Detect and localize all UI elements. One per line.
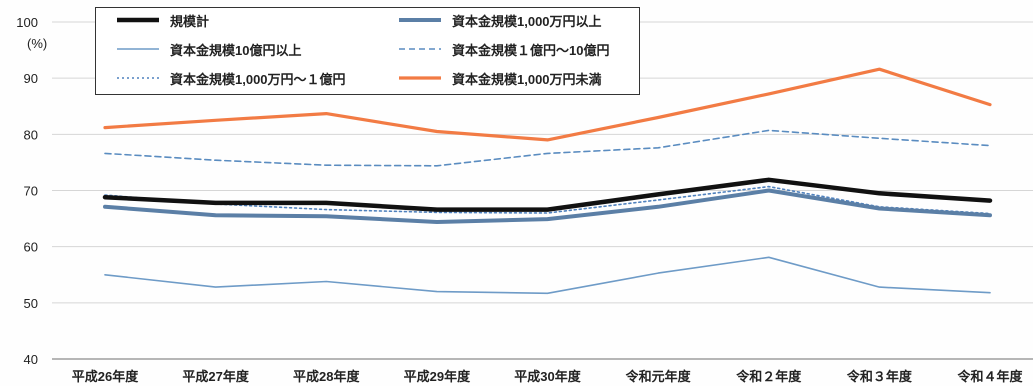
x-tick-label: 令和４年度 bbox=[957, 369, 1023, 384]
y-axis-unit-label: (%) bbox=[27, 36, 48, 51]
legend-label: 資本金規模1,000万円未満 bbox=[452, 71, 602, 87]
legend-label: 資本金規模10億円以上 bbox=[170, 42, 302, 58]
legend-item-capital-under-10m: 資本金規模1,000万円未満 bbox=[398, 68, 602, 88]
x-tick-label: 平成30年度 bbox=[514, 369, 581, 384]
series-line-capital-under-10m bbox=[103, 67, 992, 142]
series-line-total bbox=[102, 177, 993, 212]
x-axis-tick-labels: 平成26年度 平成27年度 平成28年度 平成29年度 平成30年度 令和元年度 令和２年度… bbox=[72, 369, 1024, 384]
y-tick-label: 50 bbox=[24, 296, 38, 311]
legend-swatch-capital-100m-1b bbox=[399, 48, 441, 50]
legend-item-total: 規模計 bbox=[116, 10, 209, 30]
series-line-capital-10m-plus bbox=[103, 188, 992, 224]
legend-label: 資本金規模1,000万円～１億円 bbox=[170, 71, 346, 87]
y-tick-label: 60 bbox=[24, 240, 38, 255]
legend: 規模計 資本金規模1,000万円以上 資本金規模10億円以上 資本金規模１億円～… bbox=[95, 7, 640, 95]
y-axis-tick-labels: 40 50 60 70 80 90 100 bbox=[16, 15, 38, 367]
legend-swatch-total bbox=[117, 17, 159, 23]
legend-swatch-capital-1b-plus bbox=[117, 48, 159, 50]
legend-swatch-capital-10m-plus bbox=[399, 18, 441, 22]
legend-label: 資本金規模１億円～10億円 bbox=[452, 42, 610, 58]
x-tick-label: 令和３年度 bbox=[847, 369, 913, 384]
y-tick-label: 40 bbox=[24, 352, 38, 367]
x-tick-label: 平成28年度 bbox=[293, 369, 360, 384]
legend-label: 資本金規模1,000万円以上 bbox=[452, 13, 602, 29]
legend-label: 規模計 bbox=[170, 13, 210, 29]
legend-swatch-capital-10m-100m bbox=[117, 77, 159, 79]
legend-item-capital-10m-plus: 資本金規模1,000万円以上 bbox=[398, 10, 602, 30]
x-tick-label: 令和元年度 bbox=[626, 369, 692, 384]
x-tick-label: 平成27年度 bbox=[182, 369, 249, 384]
y-tick-label: 80 bbox=[24, 127, 38, 142]
x-tick-label: 令和２年度 bbox=[736, 369, 802, 384]
x-tick-label: 平成26年度 bbox=[72, 369, 139, 384]
legend-item-capital-1b-plus: 資本金規模10億円以上 bbox=[116, 39, 301, 59]
legend-swatch-capital-under-10m bbox=[399, 76, 441, 80]
y-tick-label: 100 bbox=[16, 15, 38, 30]
y-tick-label: 90 bbox=[24, 71, 38, 86]
series-line-capital-100m-1b bbox=[104, 129, 991, 167]
x-tick-label: 平成29年度 bbox=[404, 369, 471, 384]
legend-item-capital-10m-100m: 資本金規模1,000万円～１億円 bbox=[116, 68, 346, 88]
series-line-capital-10m-100m bbox=[104, 185, 991, 215]
series-lines bbox=[102, 67, 993, 295]
y-tick-label: 70 bbox=[24, 184, 38, 199]
series-line-capital-1b-plus bbox=[104, 256, 991, 295]
legend-item-capital-100m-1b: 資本金規模１億円～10億円 bbox=[398, 39, 609, 59]
